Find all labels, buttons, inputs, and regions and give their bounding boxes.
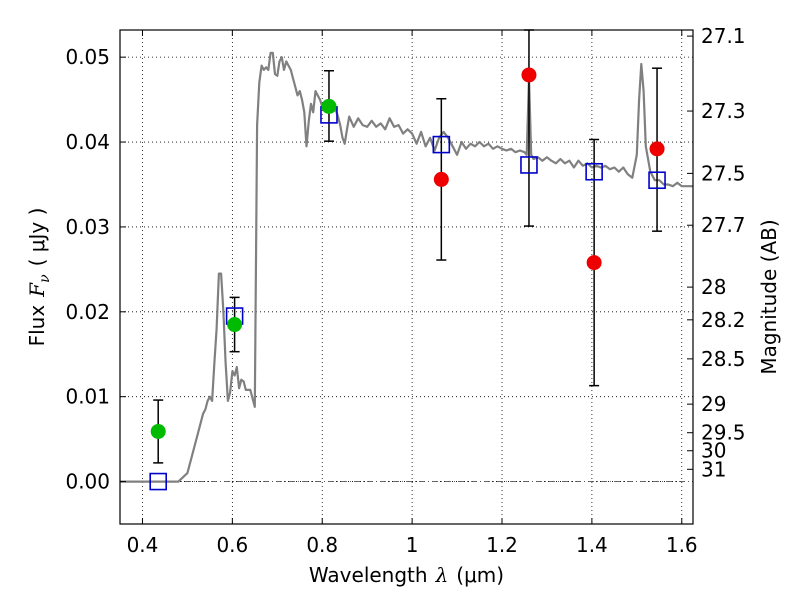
right-axis-title: Magnitude (AB): [757, 219, 781, 374]
observed-flux-point: [321, 98, 337, 114]
y2-tick-label: 27.7: [701, 213, 746, 237]
model-flux-square: [520, 156, 538, 174]
y2-tick-label: 27.5: [701, 161, 746, 185]
y2-tick-label: 31: [701, 457, 726, 481]
y-tick-label: 0.02: [65, 300, 110, 324]
axis-ticks: 0.4 0.6 0.8 1 1.2 1.4 1.6 0.00 0.01 0.02 0.03 0.04 0…: [65, 24, 745, 557]
y2-tick-label: 27.3: [701, 99, 746, 123]
x-axis-unit: (μm): [456, 563, 504, 587]
x-tick-label: 0.8: [306, 533, 338, 557]
x-tick-label: 1.2: [486, 533, 518, 557]
model-flux-square: [585, 162, 603, 181]
observed-flux-point: [150, 423, 166, 439]
y2-tick-label: 28.2: [701, 308, 746, 332]
plot-frame: [119, 29, 694, 525]
model-flux-square: [432, 135, 451, 154]
y2-tick-label: 30: [701, 439, 726, 463]
y-axis-label: Flux: [25, 305, 49, 347]
model-spectrum-line: [120, 51, 693, 483]
y-tick-label: 0.01: [65, 385, 110, 409]
observed-flux-point: [649, 141, 665, 157]
y2-tick-label: 27.1: [701, 24, 746, 48]
data-markers-group: [149, 29, 666, 491]
y2-tick-label: 28: [701, 275, 726, 299]
y-axis-title: Flux Fν ( μJy ): [25, 208, 53, 347]
y2-tick-label: 29.5: [701, 421, 746, 445]
y2-tick-label: 29: [701, 392, 726, 416]
observed-flux-point: [433, 171, 449, 187]
y-tick-label: 0.04: [65, 130, 110, 154]
x-axis-label: Wavelength: [309, 563, 428, 587]
x-tick-label: 1.6: [666, 533, 698, 557]
x-tick-label: 1: [406, 533, 419, 557]
observed-flux-point: [586, 255, 602, 271]
x-axis-symbol: λ: [435, 563, 449, 587]
y-axis-symbol: F: [25, 282, 49, 298]
y-axis-unit: ( μJy ): [25, 208, 49, 267]
y-axis-subscript: ν: [37, 274, 53, 283]
x-tick-label: 0.6: [216, 533, 248, 557]
y-tick-label: 0.00: [65, 470, 110, 494]
model-spectrum-group: [120, 51, 693, 483]
model-flux-square: [149, 472, 167, 491]
y-tick-label: 0.03: [65, 215, 110, 239]
y-tick-label: 0.05: [65, 45, 110, 69]
grid-lines: [120, 30, 693, 524]
x-tick-label: 1.4: [576, 533, 608, 557]
observed-flux-point: [227, 317, 243, 333]
x-axis-title: Wavelength λ (μm): [309, 563, 504, 587]
model-flux-square: [648, 171, 666, 190]
observed-flux-point: [521, 67, 537, 83]
y2-tick-label: 28.5: [701, 347, 746, 371]
x-tick-label: 0.4: [127, 533, 159, 557]
